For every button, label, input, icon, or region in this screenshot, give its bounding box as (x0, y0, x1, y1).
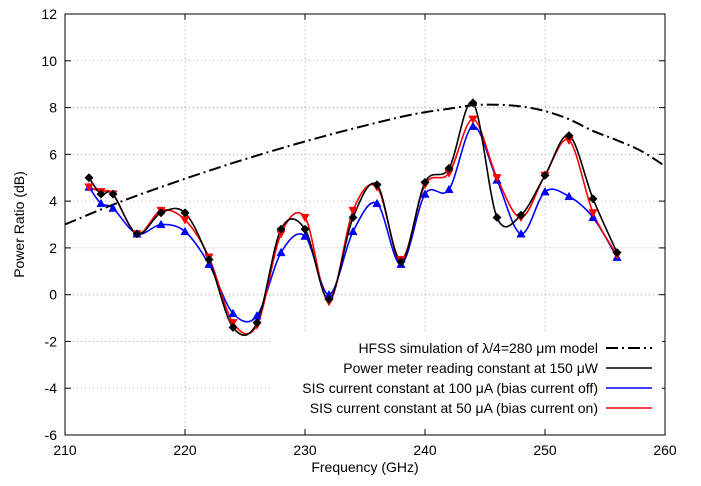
data-point-marker (420, 189, 430, 198)
x-tick-label: 240 (413, 442, 437, 458)
x-tick-label: 250 (533, 442, 557, 458)
data-point-marker (204, 255, 214, 265)
legend-label: Power meter reading constant at 150 μW (343, 360, 599, 376)
series-line (88, 118, 618, 335)
x-tick-label: 210 (53, 442, 77, 458)
data-point-marker (540, 187, 550, 196)
data-point-marker (516, 210, 526, 220)
series-line (88, 125, 618, 323)
data-point-marker (564, 131, 574, 141)
data-point-marker (96, 189, 106, 199)
data-point-marker (588, 209, 598, 218)
data-point-marker (108, 189, 118, 199)
data-point-marker (444, 184, 454, 194)
plot-frame (64, 13, 666, 436)
series-line (65, 103, 665, 226)
data-point-marker (612, 248, 622, 258)
grid-lines (65, 14, 665, 435)
data-point-marker (492, 212, 502, 223)
data-point-marker (348, 206, 358, 216)
data-point-marker (372, 180, 382, 190)
y-axis-label: Power Ratio (dB) (11, 171, 27, 278)
y-tick-label: -2 (45, 333, 58, 349)
legend-label: SIS current constant at 50 μA (bias curr… (310, 400, 598, 416)
legend-entry-hfss: HFSS simulation of λ/4=280 μm model (358, 340, 652, 356)
x-tick-label: 230 (293, 442, 317, 458)
data-point-marker (396, 257, 406, 267)
legend-label: HFSS simulation of λ/4=280 μm model (358, 340, 598, 356)
data-point-marker (132, 229, 142, 239)
data-point-marker (516, 229, 526, 238)
data-point-marker (372, 198, 382, 208)
data-point-marker (300, 231, 310, 240)
y-tick-label: 12 (41, 6, 57, 22)
y-tick-label: 6 (49, 146, 57, 162)
data-point-marker (156, 219, 166, 229)
y-tick-label: 0 (49, 287, 57, 303)
legend: HFSS simulation of λ/4=280 μm model Powe… (270, 333, 662, 427)
data-point-marker (276, 224, 286, 234)
data-point-marker (492, 174, 502, 183)
data-point-marker (420, 177, 430, 187)
data-point-marker (156, 208, 166, 218)
data-point-marker (228, 308, 238, 317)
data-point-marker (324, 294, 334, 304)
y-tick-label: -6 (45, 427, 58, 443)
x-tick-label: 260 (653, 442, 677, 458)
data-point-marker (180, 208, 190, 218)
series-markers (84, 98, 622, 332)
x-tick-label: 220 (173, 442, 197, 458)
data-point-marker (300, 224, 310, 234)
data-point-marker (564, 191, 574, 201)
data-point-marker (468, 121, 478, 130)
y-tick-label: -4 (45, 380, 58, 396)
data-point-marker (348, 212, 358, 223)
y-tick-label: 8 (49, 100, 57, 116)
legend-entry-sis-50: SIS current constant at 50 μA (bias curr… (310, 400, 652, 416)
legend-entry-sis-100: SIS current constant at 100 μA (bias cur… (302, 380, 652, 396)
data-point-marker (180, 226, 190, 236)
axis-ticks: 210 220 230 240 250 260 -6 -4 -2 0 2 4 6 8 10 12 (41, 6, 676, 458)
data-point-marker (96, 198, 106, 208)
data-point-marker (540, 170, 550, 180)
legend-entry-power-meter: Power meter reading constant at 150 μW (343, 360, 652, 376)
legend-label: SIS current constant at 100 μA (bias cur… (302, 380, 598, 396)
y-tick-label: 4 (49, 193, 57, 209)
x-axis-label: Frequency (GHz) (311, 459, 418, 475)
data-point-marker (588, 194, 598, 204)
series-lines (65, 101, 665, 336)
legend-background (270, 333, 662, 427)
data-point-marker (252, 318, 262, 328)
data-point-marker (468, 115, 478, 124)
data-point-marker (228, 322, 238, 332)
data-point-marker (444, 163, 454, 173)
data-point-marker (276, 247, 286, 257)
y-tick-label: 2 (49, 240, 57, 256)
data-point-marker (300, 213, 310, 223)
data-point-marker (468, 98, 478, 108)
data-point-marker (84, 173, 94, 183)
data-point-marker (108, 203, 118, 212)
data-point-marker (348, 226, 358, 236)
data-point-marker (84, 183, 94, 192)
y-tick-label: 10 (41, 53, 57, 69)
